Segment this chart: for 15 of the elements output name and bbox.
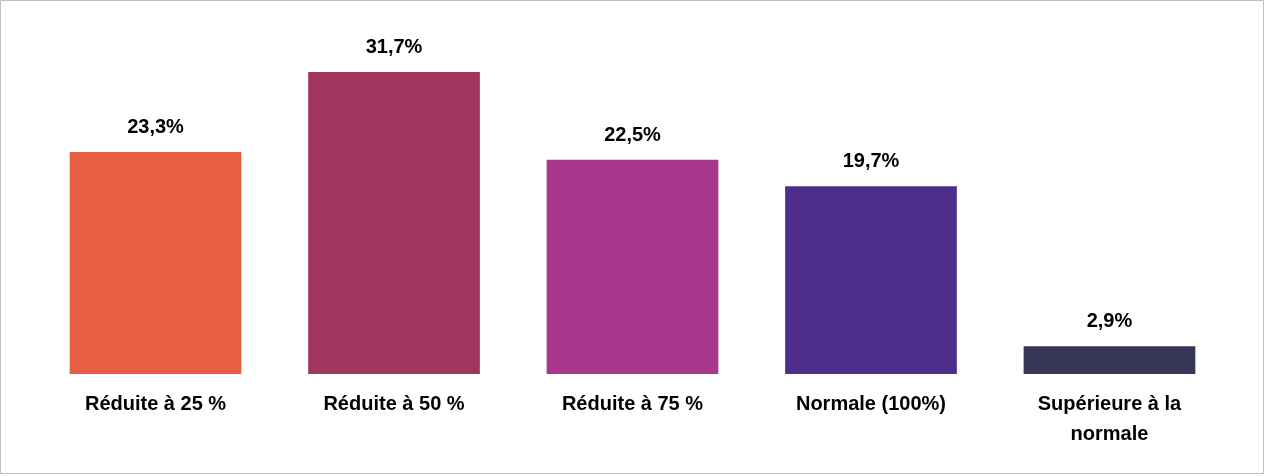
data-label: 19,7% (842, 149, 900, 172)
x-tick-label: Réduite à 75 % (561, 392, 704, 415)
x-tick-label: Réduite à 50 % (323, 392, 465, 415)
bar (785, 186, 957, 374)
data-label: 23,3% (127, 114, 185, 137)
x-tick-label: Réduite à 25 % (84, 392, 227, 415)
x-tick-label: Supérieure à la normale (1037, 392, 1183, 444)
bar (546, 159, 719, 374)
bar (308, 72, 480, 374)
data-label: 31,7% (365, 34, 423, 57)
bar (69, 152, 242, 374)
data-label: 2,9% (1086, 309, 1133, 332)
data-label: 22,5% (604, 122, 662, 145)
x-tick-label: Normale (100%) (795, 392, 947, 415)
bar (1023, 346, 1196, 374)
